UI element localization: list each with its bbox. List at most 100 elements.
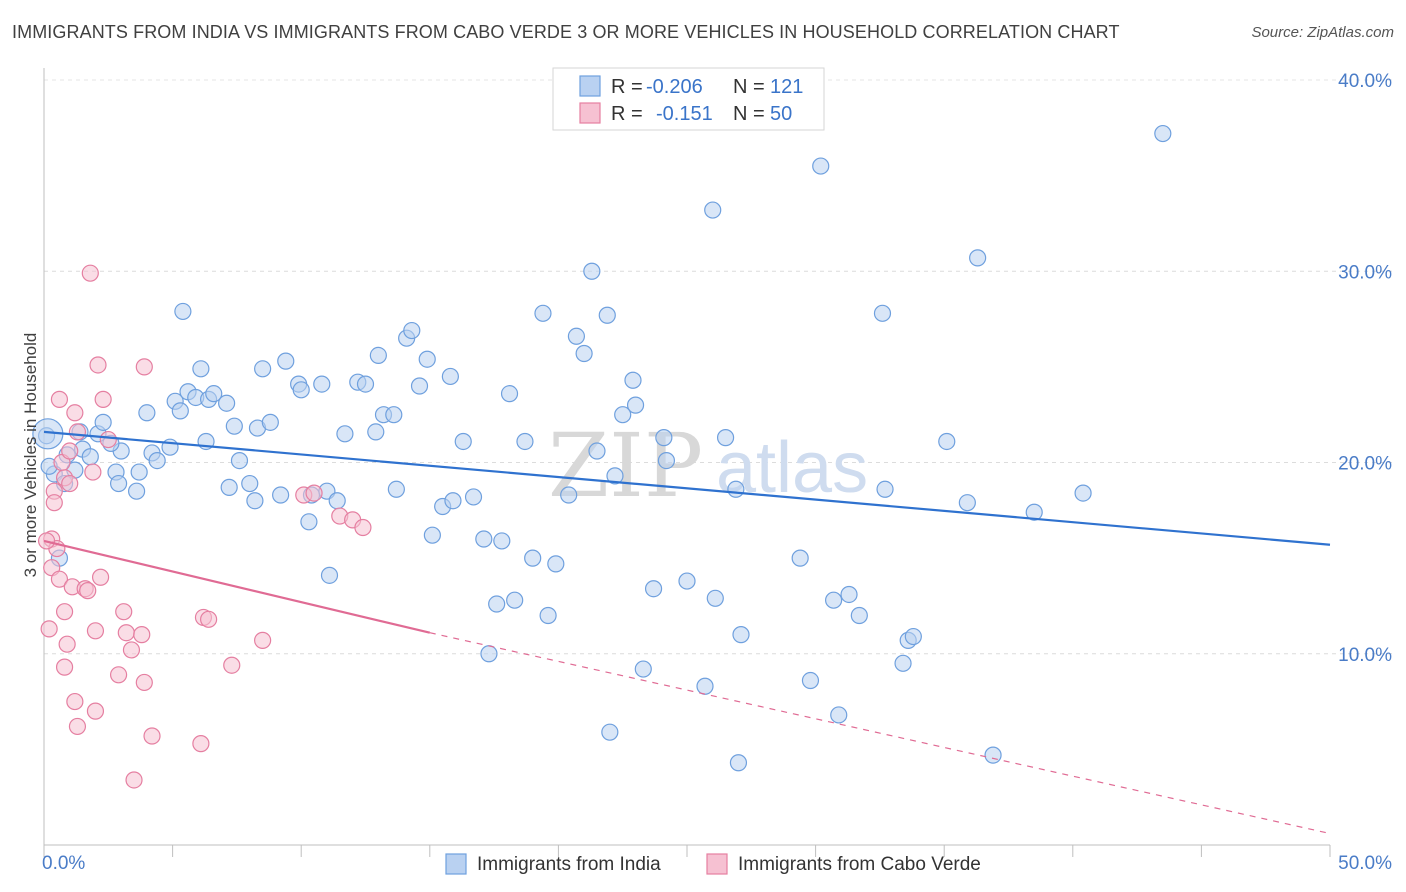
- india-point-92: [696, 677, 714, 695]
- chart-title: IMMIGRANTS FROM INDIA VS IMMIGRANTS FROM…: [12, 22, 1120, 42]
- india-point-61: [441, 367, 459, 386]
- cabo-point-20: [79, 582, 97, 600]
- india-point-72: [524, 549, 542, 567]
- correlation-legend: R = -0.206 N = 121 R = -0.151 N = 50: [552, 67, 825, 131]
- india-point-35: [254, 360, 272, 378]
- india-point-32: [241, 474, 259, 493]
- cabo-point-35: [135, 358, 153, 376]
- trend-line-india: [43, 430, 1331, 546]
- india-point-106: [873, 304, 892, 322]
- india-point-17: [148, 451, 166, 470]
- india-point-81: [598, 306, 616, 324]
- india-point-104: [840, 585, 858, 604]
- india-point-76: [560, 486, 578, 504]
- india-point-53: [385, 406, 403, 424]
- india-point-74: [539, 606, 557, 625]
- cabo-point-0: [40, 620, 58, 638]
- cabo-point-13: [61, 474, 79, 493]
- bottom-legend-swatch-india: [445, 853, 467, 875]
- india-point-89: [655, 429, 673, 447]
- trend-line-cabo-extension: [429, 632, 1331, 835]
- india-point-78: [575, 344, 593, 363]
- india-point-29: [225, 417, 243, 435]
- india-point-117: [1154, 124, 1172, 143]
- bottom-legend-cabo: Immigrants from Cabo Verde: [738, 854, 981, 875]
- bottom-legend-india: Immigrants from India: [477, 854, 661, 875]
- india-point-112: [969, 249, 987, 267]
- india-point-62: [444, 492, 462, 510]
- india-point-46: [328, 492, 346, 510]
- cabo-point-24: [89, 356, 107, 374]
- cabo-point-46: [354, 518, 372, 537]
- india-point-63: [454, 432, 472, 451]
- india-point-108: [894, 654, 912, 672]
- india-point-45: [320, 566, 339, 584]
- india-point-58: [418, 350, 436, 368]
- cabo-point-37: [192, 735, 210, 753]
- india-point-88: [644, 580, 663, 598]
- india-point-107: [876, 480, 894, 498]
- india-point-100: [801, 671, 820, 690]
- india-point-75: [547, 555, 565, 573]
- series-india: [32, 124, 1172, 772]
- cabo-point-39: [200, 610, 218, 628]
- legend-r-label-india: R =: [611, 76, 643, 98]
- series-cabo: [37, 264, 372, 789]
- cabo-point-33: [133, 626, 151, 644]
- india-point-21: [174, 302, 192, 321]
- india-point-93: [704, 201, 722, 219]
- axes: [43, 68, 1331, 857]
- source-credit: Source: ZipAtlas.com: [1251, 24, 1394, 41]
- bottom-legend-swatch-cabo: [706, 853, 728, 875]
- india-point-49: [356, 375, 375, 393]
- india-point-113: [984, 746, 1002, 764]
- india-point-24: [192, 360, 210, 378]
- india-point-103: [830, 706, 848, 724]
- india-point-65: [475, 530, 493, 548]
- india-point-68: [493, 532, 511, 550]
- cabo-point-30: [117, 624, 135, 642]
- india-point-47: [336, 425, 354, 443]
- india-point-51: [369, 346, 387, 364]
- india-point-85: [624, 371, 642, 389]
- x-tick-min: 0.0%: [42, 853, 85, 874]
- trend-lines: [43, 430, 1331, 835]
- india-point-82: [606, 467, 624, 485]
- cabo-point-26: [94, 390, 112, 408]
- india-point-64: [464, 488, 483, 506]
- india-point-77: [567, 327, 586, 345]
- india-point-84: [614, 406, 632, 424]
- cabo-point-32: [125, 771, 143, 789]
- india-point-114: [958, 494, 976, 512]
- india-point-59: [423, 526, 441, 544]
- legend-swatch-cabo: [579, 102, 601, 124]
- india-point-98: [732, 626, 750, 644]
- india-point-14: [130, 463, 148, 481]
- india-point-87: [634, 660, 652, 678]
- legend-n-india: 121: [770, 76, 803, 98]
- india-point-90: [657, 451, 676, 470]
- india-point-79: [583, 262, 601, 280]
- cabo-point-17: [66, 692, 84, 711]
- india-point-111: [938, 432, 956, 451]
- india-point-86: [626, 396, 645, 414]
- gridlines: [44, 79, 1392, 655]
- india-point-38: [277, 352, 295, 370]
- cabo-point-28: [109, 666, 128, 684]
- india-point-27: [205, 385, 223, 403]
- india-point-91: [678, 572, 696, 590]
- india-point-15: [138, 404, 156, 422]
- india-point-116: [1074, 484, 1092, 502]
- cabo-point-23: [86, 702, 105, 720]
- india-point-80: [588, 442, 606, 460]
- india-point-67: [488, 595, 506, 613]
- cabo-point-40: [223, 656, 241, 674]
- cabo-point-25: [91, 568, 110, 586]
- india-point-94: [706, 589, 724, 607]
- india-point-73: [534, 304, 552, 322]
- india-point-99: [791, 549, 809, 567]
- cabo-point-21: [81, 264, 99, 282]
- india-point-13: [127, 482, 146, 500]
- cabo-point-4: [45, 494, 63, 512]
